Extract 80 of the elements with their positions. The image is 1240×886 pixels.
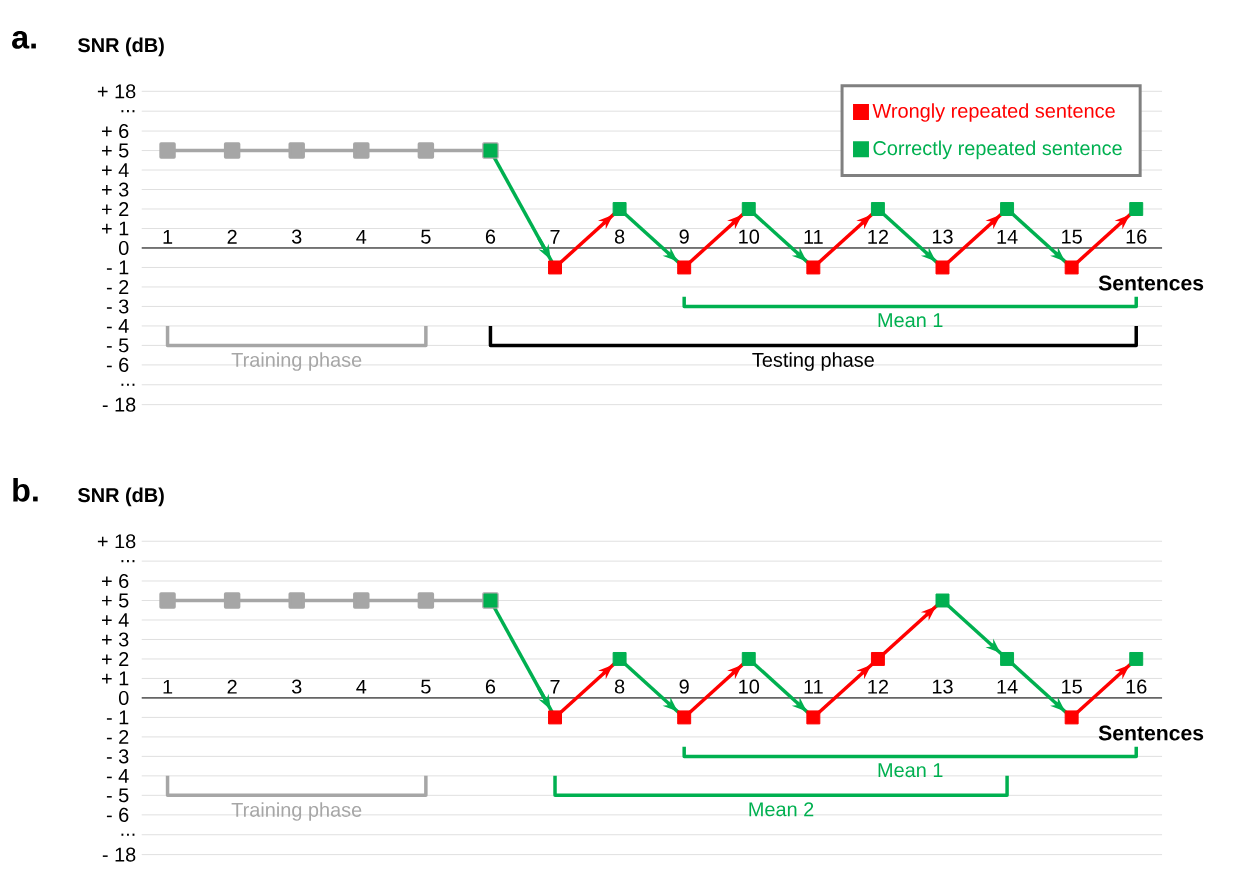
x-tick-label: 4 [356,680,367,694]
text: ... [121,560,135,563]
x-tick-label: 2 [227,229,237,244]
y-tick-label: - 6 [106,807,129,823]
legend-label: Correctly repeated sentence [873,140,1122,160]
y-tick-label: + 1 [102,671,129,686]
annotation: Training phase [231,352,362,372]
y-tick-label: - 5 [106,788,129,803]
text: ... [121,110,135,113]
x-tick-label: 13 [932,679,953,694]
x-tick-label: 16 [1126,229,1147,244]
annotation: Mean 1 [878,763,943,778]
annotation: Mean 2 [749,802,814,817]
annotation: Mean 1 [878,313,943,328]
text: ... [121,383,135,386]
x-tick-label: 12 [868,679,888,694]
x-tick-label: 12 [868,229,888,244]
y-tick-label: + 4 [102,163,129,178]
x-tick-label: 9 [679,229,689,244]
x-tick-label: 7 [550,680,560,694]
x-tick-label: 5 [421,679,431,694]
x-tick-label: 11 [804,230,823,244]
x-tick-label: 10 [739,679,760,694]
y-tick-label: + 1 [102,221,129,236]
x-tick-label: 15 [1062,229,1082,244]
y-tick-label: + 4 [102,613,129,627]
y-tick-label: - 5 [106,338,129,353]
x-tick-label: 2 [227,679,237,694]
annotation: Training phase [231,802,362,821]
x-tick-label: 1 [163,680,173,694]
x-axis-title: Sentences [1098,275,1204,291]
x-tick-label: 3 [291,679,302,694]
text: + 18 [97,534,136,549]
y-tick-label: + 2 [102,202,129,217]
x-tick-label: 9 [679,679,689,694]
x-tick-label: 3 [291,229,302,244]
y-tick-label: - 6 [106,358,129,373]
x-tick-label: 6 [485,679,496,694]
x-tick-label: 1 [163,230,173,244]
x-tick-label: 8 [614,229,625,244]
x-tick-label: 14 [997,680,1018,694]
y-tick-label: 0 [118,691,129,706]
x-tick-label: 14 [997,230,1018,244]
y-tick-label: - 1 [106,260,129,275]
x-tick-label: 4 [356,230,367,244]
x-tick-label: 7 [550,230,560,244]
chart-title: b. [13,478,38,502]
legend-label: Wrongly repeated sentence [872,103,1115,122]
chart-title: a. [12,31,36,49]
y-axis-title: SNR (dB) [78,487,164,507]
x-tick-label: 10 [739,229,760,244]
y-tick-label: + 5 [102,593,129,608]
text: ... [121,833,135,836]
y-tick-label: - 3 [106,749,129,764]
x-tick-label: 15 [1062,679,1082,694]
annotation: Testing phase [752,352,874,372]
y-tick-label: + 3 [102,632,129,647]
x-tick-label: 11 [804,680,823,694]
text: + 18 [97,84,136,99]
x-tick-label: 6 [485,229,496,244]
y-tick-label: - 1 [106,710,129,725]
y-tick-label: + 6 [102,574,129,589]
y-tick-label: - 4 [106,319,129,333]
y-tick-label: + 5 [102,143,129,158]
x-tick-label: 13 [932,229,953,244]
y-axis-title: SNR (dB) [78,37,164,57]
y-tick-label: 0 [118,241,129,256]
text: - 18 [102,847,136,862]
x-tick-label: 8 [614,679,625,694]
y-tick-label: + 2 [102,652,129,667]
y-tick-label: + 6 [102,124,129,139]
x-axis-title: Sentences [1098,725,1204,741]
y-tick-label: + 3 [102,182,129,197]
x-tick-label: 16 [1126,679,1147,694]
text: - 18 [102,397,136,412]
y-tick-label: - 3 [106,299,129,314]
x-tick-label: 5 [421,229,431,244]
y-tick-label: - 2 [106,730,129,744]
y-tick-label: - 2 [106,280,129,295]
y-tick-label: - 4 [106,769,129,783]
